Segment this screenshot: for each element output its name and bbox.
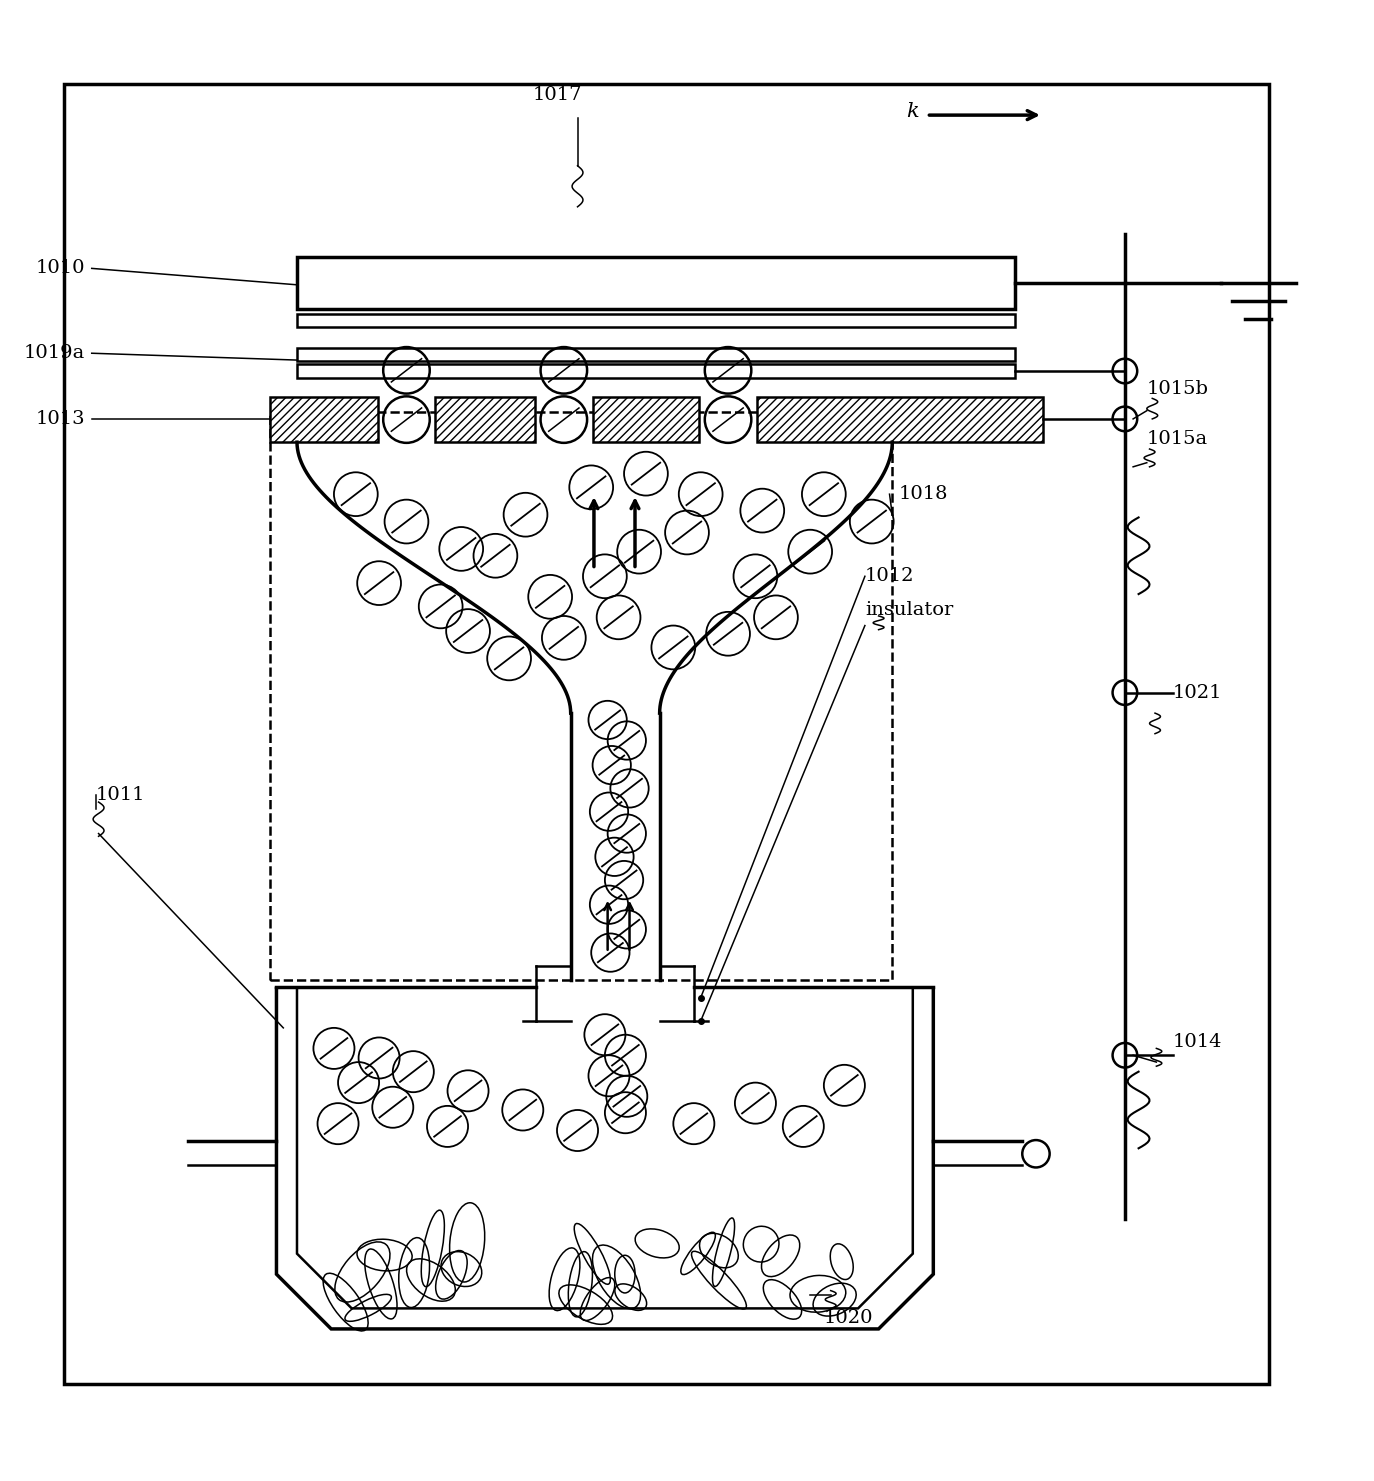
Bar (297, 348, 1015, 361)
Text: k: k (905, 102, 919, 120)
Bar (297, 364, 1015, 378)
Bar (297, 258, 1015, 310)
Text: 1018: 1018 (899, 486, 948, 504)
Text: 1020: 1020 (824, 1309, 874, 1327)
Text: 1014: 1014 (1173, 1032, 1223, 1050)
Bar (436, 397, 534, 443)
Bar (592, 397, 699, 443)
Bar (65, 83, 1268, 1383)
Bar (269, 412, 892, 980)
Text: 1015a: 1015a (1147, 431, 1208, 449)
Text: 1015b: 1015b (1147, 379, 1209, 398)
Text: 1013: 1013 (36, 410, 85, 428)
Text: 1010: 1010 (36, 259, 85, 277)
Text: 1019a: 1019a (23, 344, 85, 363)
Bar (269, 397, 378, 443)
Text: 1021: 1021 (1173, 684, 1223, 702)
Bar (757, 397, 1043, 443)
Text: 1017: 1017 (532, 86, 581, 104)
Text: 1011: 1011 (96, 786, 146, 804)
Text: 1012: 1012 (864, 567, 915, 585)
Text: insulator: insulator (864, 601, 954, 619)
Bar (297, 314, 1015, 327)
